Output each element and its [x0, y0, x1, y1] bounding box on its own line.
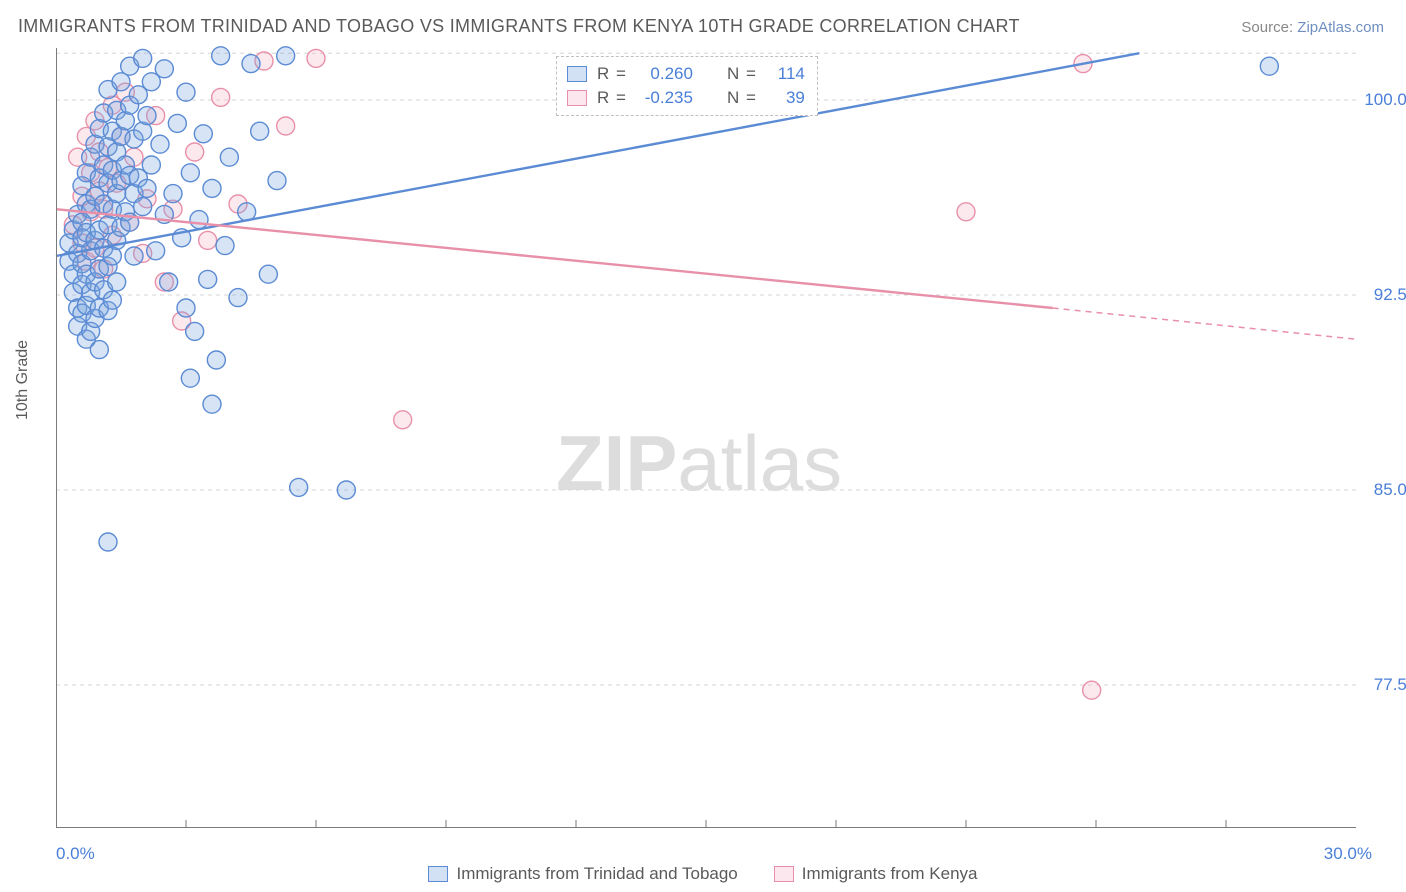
stat-legend-row-trinidad: R = 0.260 N = 114	[567, 62, 805, 86]
y-tick-label: 85.0%	[1374, 480, 1406, 500]
stat-r-label: R =	[597, 86, 627, 110]
source-prefix: Source:	[1241, 19, 1297, 36]
stat-n-label: N =	[727, 86, 757, 110]
correlation-legend: R = 0.260 N = 114 R = -0.235 N = 39	[556, 56, 818, 116]
legend-item-trinidad: Immigrants from Trinidad and Tobago	[428, 864, 737, 884]
stat-r-value-trinidad: 0.260	[637, 62, 693, 86]
source-attribution: Source: ZipAtlas.com	[1241, 19, 1384, 36]
series-legend: Immigrants from Trinidad and Tobago Immig…	[0, 856, 1406, 892]
plot-area: ZIPatlas R =0.260N =114R =-0.235N =39 77…	[56, 48, 1356, 828]
swatch-kenya	[567, 90, 587, 106]
stat-n-value-kenya: 39	[767, 86, 805, 110]
stat-n-label: N =	[727, 62, 757, 86]
header-row: IMMIGRANTS FROM TRINIDAD AND TOBAGO VS I…	[18, 16, 1384, 37]
legend-swatch-trinidad	[428, 866, 448, 882]
chart-title: IMMIGRANTS FROM TRINIDAD AND TOBAGO VS I…	[18, 16, 1020, 37]
y-axis-label: 10th Grade	[14, 340, 32, 420]
legend-label-kenya: Immigrants from Kenya	[802, 864, 978, 884]
legend-item-kenya: Immigrants from Kenya	[774, 864, 978, 884]
legend-swatch-kenya	[774, 866, 794, 882]
swatch-trinidad	[567, 66, 587, 82]
axis-border	[56, 48, 1356, 828]
y-tick-label: 92.5%	[1374, 285, 1406, 305]
y-tick-label: 77.5%	[1374, 675, 1406, 695]
stat-legend-row-kenya: R = -0.235 N = 39	[567, 86, 805, 110]
legend-label-trinidad: Immigrants from Trinidad and Tobago	[456, 864, 737, 884]
y-tick-label: 100.0%	[1364, 90, 1406, 110]
stat-n-value-trinidad: 114	[767, 62, 805, 86]
source-link[interactable]: ZipAtlas.com	[1297, 19, 1384, 36]
stat-r-label: R =	[597, 62, 627, 86]
stat-r-value-kenya: -0.235	[637, 86, 693, 110]
